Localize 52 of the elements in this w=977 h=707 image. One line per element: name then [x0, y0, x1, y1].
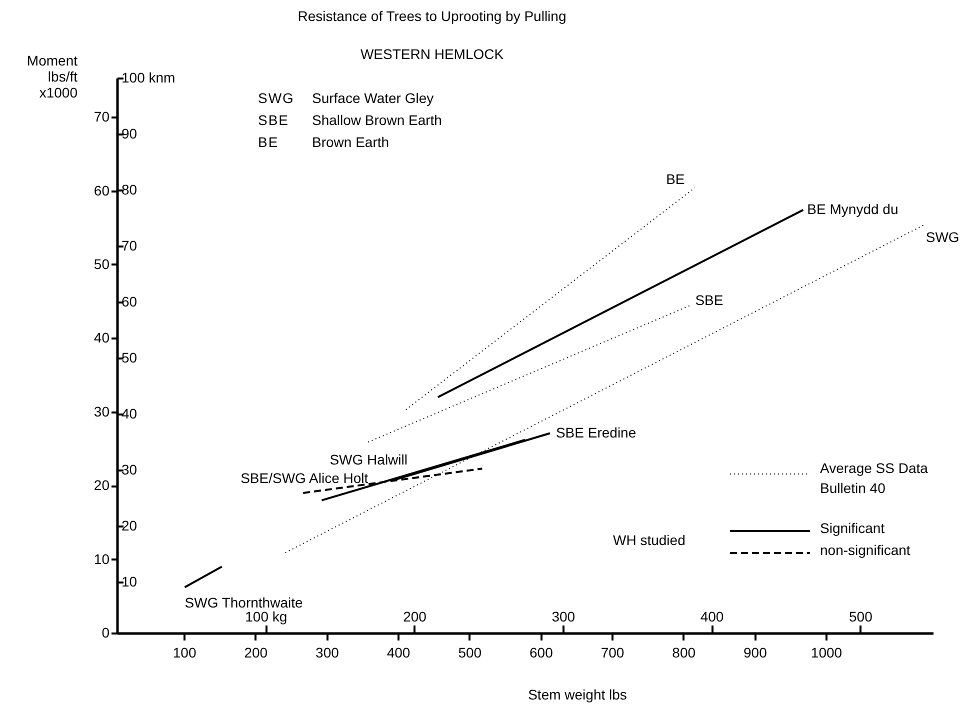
x-tick-label: 900 [744, 644, 768, 660]
x-tick-label: 800 [672, 644, 696, 660]
annotation: non-significant [820, 542, 910, 558]
y2-tick-label: 70 [122, 238, 138, 254]
x-tick-label: 400 [386, 644, 410, 660]
y2-tick-label: 90 [122, 126, 138, 142]
series-label: SWG Halwill [330, 451, 408, 468]
x-axis-title: Stem weight lbs [528, 686, 627, 702]
x2-tick-label: 200 [403, 608, 427, 624]
x-tick-label: 1000 [810, 644, 842, 660]
annotation: Average SS Data Bulletin 40 [820, 459, 929, 498]
series-label: BE Mynydd du [807, 200, 898, 217]
x-tick-label: 600 [530, 644, 554, 660]
y2-tick-label: 10 [122, 574, 138, 590]
y-tick-label: 10 [94, 550, 110, 567]
y-tick-label: 30 [94, 403, 110, 420]
y-tick-label: 0 [102, 624, 110, 640]
y-axis-title: Moment lbs/ft x1000 [26, 52, 78, 100]
chart-subtitle: WESTERN HEMLOCK [360, 46, 504, 62]
y-tick-label: 40 [94, 330, 110, 346]
x-tick-label: 700 [600, 644, 624, 660]
x-tick-label: 100 [172, 644, 196, 660]
series-label: SWG [926, 228, 960, 245]
y2-tick-label: 20 [122, 518, 138, 534]
series-label: SWG Thornthwaite [184, 594, 303, 610]
x2-tick-label: 500 [848, 608, 873, 624]
chart-title: Resistance of Trees to Uprooting by Pulling [298, 8, 566, 24]
x2-tick-label: 400 [700, 608, 724, 624]
y2-tick-label: 60 [122, 294, 138, 310]
y-tick-label: 70 [94, 108, 110, 125]
text: SWG Surface Water Gley [258, 90, 434, 106]
x-tick-label: 300 [316, 644, 340, 660]
series-label: SBE [695, 292, 724, 308]
y2-tick-label: 80 [122, 182, 138, 198]
x2-tick-label: 300 [552, 608, 576, 624]
series-label: SBE/SWG Alice Holt [240, 470, 368, 486]
annotation: WH studied [613, 532, 686, 548]
x-tick-label: 200 [244, 644, 268, 660]
x-tick-label: 500 [458, 644, 482, 660]
y-tick-label: 60 [94, 182, 110, 198]
x2-tick-label: 100 kg [245, 608, 288, 624]
text: BE Brown Earth [258, 134, 390, 150]
y-tick-label: 20 [94, 477, 110, 494]
y2-tick-label: 50 [122, 350, 138, 366]
y2-tick-label: 30 [122, 462, 138, 478]
text: SBE Shallow Brown Earth [258, 112, 442, 128]
annotation: Significant [820, 520, 885, 536]
series-label: SBE Eredine [556, 424, 636, 440]
y2-tick-label: 40 [122, 406, 138, 422]
series-label: BE [666, 170, 685, 187]
y2-tick-label: 100 knm [122, 70, 176, 86]
y-tick-label: 50 [94, 256, 110, 272]
